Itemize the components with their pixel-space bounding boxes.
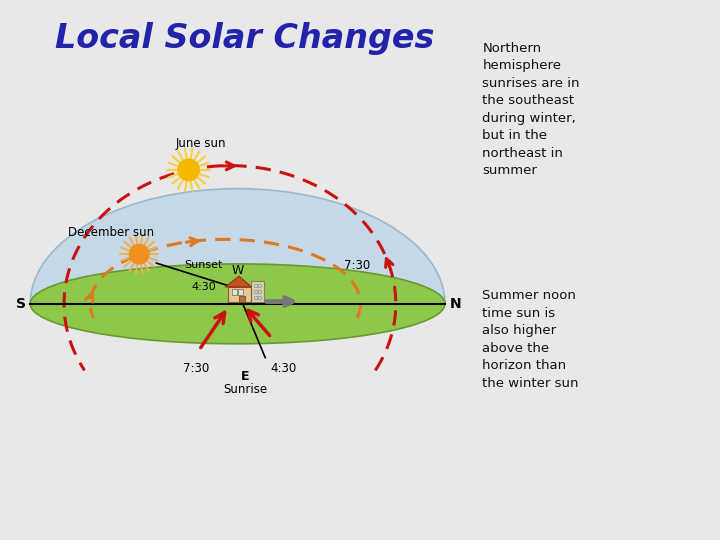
Text: Northern
hemisphere
sunrises are in
the southeast
during winter,
but in the
nort: Northern hemisphere sunrises are in the … (482, 42, 580, 178)
Polygon shape (253, 284, 257, 287)
Polygon shape (233, 289, 237, 295)
Text: 7:30: 7:30 (344, 259, 371, 272)
Ellipse shape (30, 188, 445, 419)
Polygon shape (239, 296, 246, 302)
Circle shape (177, 158, 200, 181)
Text: S: S (16, 297, 26, 311)
Text: W: W (231, 264, 244, 276)
Ellipse shape (30, 264, 445, 344)
Text: N: N (449, 297, 462, 311)
Polygon shape (251, 281, 264, 302)
Circle shape (129, 244, 150, 265)
Text: December sun: December sun (68, 226, 155, 239)
Text: 4:30: 4:30 (271, 362, 297, 375)
Polygon shape (253, 296, 257, 299)
Text: 7:30: 7:30 (183, 362, 210, 375)
Text: E: E (241, 369, 250, 382)
Polygon shape (225, 276, 251, 287)
Polygon shape (258, 291, 261, 293)
Polygon shape (228, 287, 251, 302)
Polygon shape (238, 289, 243, 295)
Text: Local Solar Changes: Local Solar Changes (55, 22, 434, 55)
Polygon shape (258, 284, 261, 287)
Text: Summer noon
time sun is
also higher
above the
horizon than
the winter sun: Summer noon time sun is also higher abov… (482, 289, 579, 389)
Text: Sunrise: Sunrise (223, 383, 267, 396)
Text: June sun: June sun (176, 137, 226, 150)
Text: 4:30: 4:30 (192, 282, 216, 292)
Polygon shape (7, 304, 468, 419)
Polygon shape (253, 291, 257, 293)
Polygon shape (258, 296, 261, 299)
Text: Sunset: Sunset (184, 260, 223, 270)
